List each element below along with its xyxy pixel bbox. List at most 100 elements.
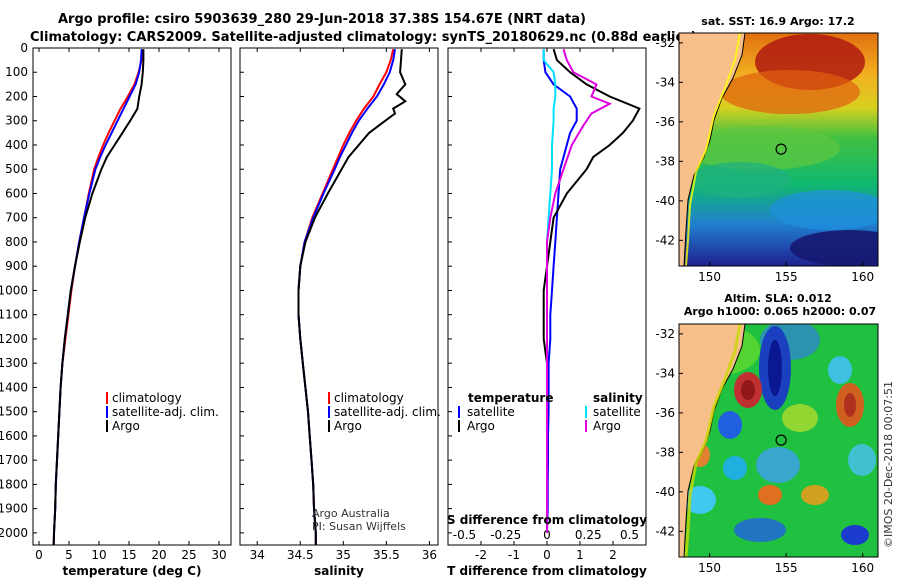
depth-tick-label: 1500: [0, 405, 28, 419]
sst-map-title: sat. SST: 16.9 Argo: 17.2: [701, 15, 854, 28]
depth-tick-label: 500: [5, 162, 28, 176]
legend-label-satellite: satellite-adj. clim.: [334, 405, 441, 419]
s-tick-label: -0.25: [490, 528, 521, 542]
x-tick-label: -1: [508, 548, 520, 562]
map-x-tick-label: 160: [851, 561, 874, 575]
depth-tick-label: 800: [5, 235, 28, 249]
map-y-tick-label: -42: [655, 233, 675, 247]
x-tick-label: 0: [543, 548, 551, 562]
x-tick-label: 1: [576, 548, 584, 562]
legend-label-t-argo: Argo: [467, 419, 495, 433]
map-y-tick-label: -38: [655, 154, 675, 168]
sla-map-field: [679, 324, 878, 557]
x-tick-label: 15: [121, 548, 136, 562]
s-tick-label: 0.25: [575, 528, 602, 542]
x-tick-label: 10: [91, 548, 106, 562]
map-y-tick-label: -38: [655, 445, 675, 459]
s-tick-label: -0.5: [453, 528, 476, 542]
map-y-tick-label: -36: [655, 406, 675, 420]
depth-tick-label: 1900: [0, 502, 28, 516]
map-x-tick-label: 160: [851, 270, 874, 284]
x-tick-label: 5: [65, 548, 73, 562]
legend-label-s-satellite: satellite: [593, 405, 641, 419]
difference-xlabel-top: S difference from climatology: [447, 513, 647, 527]
figure-title-line1: Argo profile: csiro 5903639_280 29-Jun-2…: [58, 12, 586, 27]
x-tick-label: 35.5: [373, 548, 400, 562]
legend-title-temperature: temperature: [468, 391, 553, 405]
x-tick-label: 0: [35, 548, 43, 562]
sst-map-field: [679, 33, 878, 266]
depth-tick-label: 300: [5, 114, 28, 128]
sla-argo-marker: [775, 434, 787, 446]
depth-tick-label: 1400: [0, 380, 28, 394]
x-tick-label: 36: [422, 548, 437, 562]
depth-tick-label: 200: [5, 89, 28, 103]
map-x-tick-label: 155: [775, 561, 798, 575]
sla-map-title-line2: Argo h1000: 0.065 h2000: 0.07: [684, 305, 876, 318]
legend-label-t-satellite: satellite: [467, 405, 515, 419]
temperature-panel-frame: [32, 47, 232, 546]
sla-map-title-line1: Altim. SLA: 0.012: [724, 292, 831, 305]
depth-tick-label: 1300: [0, 356, 28, 370]
map-y-tick-label: -34: [655, 75, 675, 89]
imos-timestamp: ©IMOS 20-Dec-2018 00:07:51: [882, 381, 895, 548]
legend-title-salinity: salinity: [593, 391, 643, 405]
depth-tick-label: 1800: [0, 477, 28, 491]
temperature-x-axis: 0 5 10 15 20 25 30: [35, 48, 227, 562]
depth-tick-label: 100: [5, 65, 28, 79]
salinity-curves: [297, 48, 408, 545]
difference-legend-temperature: temperature satellite Argo: [458, 391, 553, 433]
difference-legend-salinity: salinity satellite Argo: [585, 391, 643, 433]
depth-tick-label: 0: [20, 41, 28, 55]
sst-map-frame: [678, 32, 879, 267]
sst-map-axes: 150 155 160 -32 -34 -36 -38 -40 -42: [655, 36, 874, 284]
legend-label-s-argo: Argo: [593, 419, 621, 433]
depth-tick-label: 700: [5, 211, 28, 225]
x-tick-label: -2: [475, 548, 487, 562]
x-tick-label: 34.5: [287, 548, 314, 562]
depth-tick-label: 400: [5, 138, 28, 152]
depth-axis: 0 100 200 300 400 500 600 700 800 900 1000 1100 1200…: [0, 41, 452, 540]
map-x-tick-label: 150: [698, 561, 721, 575]
depth-tick-label: 900: [5, 259, 28, 273]
series-line: [546, 48, 613, 533]
depth-tick-label: 1100: [0, 308, 28, 322]
map-y-tick-label: -32: [655, 36, 675, 50]
series-line: [297, 49, 408, 545]
map-x-tick-label: 150: [698, 270, 721, 284]
map-y-tick-label: -42: [655, 524, 675, 538]
series-line: [52, 49, 145, 546]
legend-label-climatology: climatology: [334, 391, 404, 405]
map-y-tick-label: -40: [655, 194, 675, 208]
x-tick-label: 34: [250, 548, 265, 562]
salinity-panel-frame: [239, 47, 439, 546]
series-line: [542, 49, 557, 533]
map-y-tick-label: -32: [655, 327, 675, 341]
legend-label-argo: Argo: [334, 419, 362, 433]
depth-tick-label: 1700: [0, 453, 28, 467]
sla-map-frame: [678, 323, 879, 558]
salinity-x-axis: 34 34.5 35 35.5 36: [250, 48, 437, 562]
map-y-tick-label: -34: [655, 366, 675, 380]
map-x-tick-label: 155: [775, 270, 798, 284]
series-line: [542, 48, 641, 533]
depth-tick-label: 600: [5, 186, 28, 200]
legend-label-satellite: satellite-adj. clim.: [112, 405, 219, 419]
credit-line1: Argo Australia: [312, 507, 390, 520]
depth-tick-label: 1200: [0, 332, 28, 346]
salinity-legend: climatology satellite-adj. clim. Argo: [328, 391, 441, 433]
s-tick-label: 0.5: [620, 528, 639, 542]
temperature-legend: climatology satellite-adj. clim. Argo: [106, 391, 219, 433]
depth-tick-label: 1600: [0, 429, 28, 443]
difference-curves: [542, 48, 641, 533]
x-tick-label: 20: [151, 548, 166, 562]
difference-x-axis: -2 -1 0 1 2 -0.5 -0.25 0 0.25 0.5: [453, 48, 639, 562]
s-tick-label: 0: [543, 528, 551, 542]
salinity-xlabel: salinity: [314, 564, 364, 578]
series-line: [542, 49, 578, 533]
temperature-curves: [52, 49, 145, 546]
x-tick-label: 35: [336, 548, 351, 562]
credit-line2: PI: Susan Wijffels: [312, 520, 406, 533]
x-tick-label: 30: [211, 548, 226, 562]
